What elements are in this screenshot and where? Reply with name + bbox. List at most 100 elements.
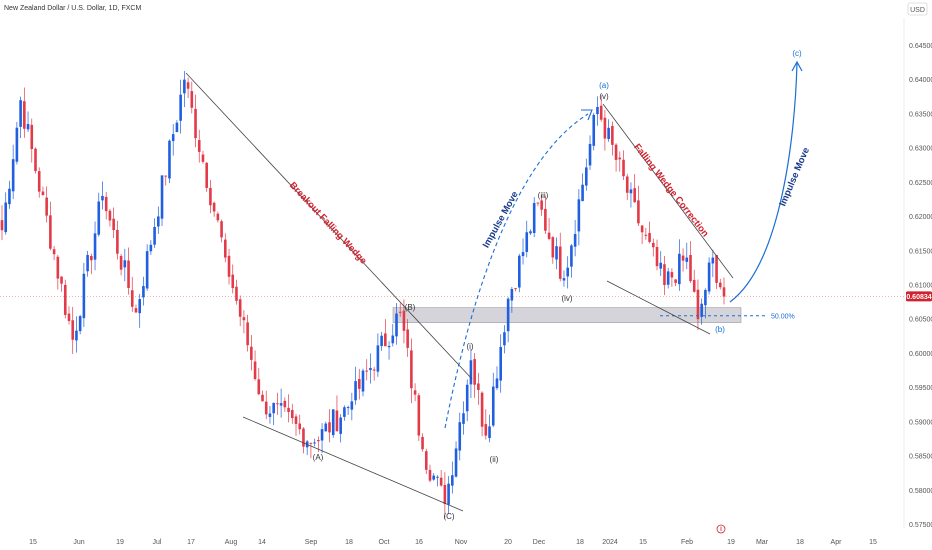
candle-body <box>49 215 52 249</box>
candle-body <box>436 476 439 478</box>
impulse-projection-solid[interactable] <box>729 62 798 303</box>
candle-body <box>279 403 283 406</box>
candle-body <box>235 286 238 301</box>
candle-body <box>86 254 89 272</box>
candle-body <box>685 257 689 262</box>
fib-50-label: 50.00% <box>771 313 795 320</box>
wave-label-iii: (iii) <box>538 191 549 200</box>
candle-body <box>707 262 711 292</box>
currency-button[interactable]: USD <box>907 2 928 16</box>
breakout-falling-wedge-label: Breakout Falling Wedge <box>287 180 369 267</box>
candle-body <box>562 278 566 281</box>
time-tick-label: 14 <box>258 539 266 546</box>
candle-body <box>391 335 395 344</box>
time-tick-label: 2024 <box>602 539 618 546</box>
time-tick-label: Aug <box>225 539 238 546</box>
candle-body <box>529 231 532 234</box>
candle-body <box>257 379 261 395</box>
candle-body <box>186 82 190 89</box>
candle-body <box>495 378 499 389</box>
wave-label-b: (b) <box>715 325 725 334</box>
candle-body <box>227 255 231 277</box>
candle-body <box>689 254 692 282</box>
candle-body <box>4 202 8 233</box>
candle-body <box>134 308 138 313</box>
candle-body <box>640 225 644 233</box>
candle-body <box>432 475 436 480</box>
candle-body <box>473 359 476 385</box>
candle-body <box>26 124 30 130</box>
candle-body <box>60 276 63 284</box>
candle-body <box>357 378 361 389</box>
candle-body <box>514 288 517 290</box>
candle-body <box>142 286 145 298</box>
candle-body <box>264 401 268 415</box>
candle-body <box>439 477 443 486</box>
supply-demand-zone[interactable] <box>392 307 742 323</box>
candle-body <box>246 322 249 346</box>
candle-body <box>212 202 216 212</box>
candle-body <box>175 122 179 133</box>
candle-body <box>573 233 577 247</box>
candle-body <box>365 370 369 372</box>
candle-body <box>8 188 11 205</box>
correction-lower-trendline[interactable] <box>606 280 711 335</box>
candle-body <box>454 448 458 477</box>
wedge-upper-trendline[interactable] <box>185 72 473 380</box>
candle-body <box>298 423 302 430</box>
impulse-arrowhead-2 <box>791 60 803 72</box>
candle-body <box>663 264 666 285</box>
candle-body <box>659 262 663 269</box>
price-tick-label: 0.62000 <box>909 214 932 221</box>
candle-body <box>614 144 618 160</box>
candle-body <box>317 439 320 442</box>
candle-body <box>678 253 681 285</box>
price-tick-label: 0.64000 <box>909 77 932 84</box>
candle-body <box>108 210 112 221</box>
price-tick-label: 0.60500 <box>909 317 932 324</box>
candle-body <box>566 267 569 277</box>
candle-body <box>104 196 108 212</box>
time-tick-label: 18 <box>576 539 584 546</box>
candle-body <box>123 260 127 268</box>
wave-label-B: (B) <box>405 303 416 312</box>
event-marker-icon[interactable] <box>716 524 726 534</box>
candle-body <box>335 410 339 432</box>
candle-body <box>372 369 376 371</box>
candle-body <box>145 251 149 289</box>
candle-body <box>52 249 56 255</box>
impulse-projection-dashed[interactable] <box>444 113 589 429</box>
candle-body <box>331 409 335 436</box>
time-tick-label: Feb <box>681 539 693 546</box>
candle-body <box>447 483 450 505</box>
correction-upper-trendline[interactable] <box>602 103 734 279</box>
candle-body <box>376 345 380 372</box>
chart-title: New Zealand Dollar / U.S. Dollar, 1D, FX… <box>4 5 141 12</box>
time-axis[interactable]: 15 Jun 19 Jul 17 Aug 14 Sep 18 Oct 16 Nov 20 Dec 18 202… <box>29 539 877 546</box>
candle-body <box>309 442 313 444</box>
candle-body <box>428 469 432 481</box>
candle-body <box>168 140 171 179</box>
candle-body <box>484 424 488 436</box>
candle-body <box>112 218 115 231</box>
candle-body <box>242 317 246 321</box>
candle-body <box>216 213 220 221</box>
candle-body <box>250 346 253 360</box>
candle-body <box>395 313 398 337</box>
candle-body <box>223 239 227 258</box>
candle-body <box>536 202 540 204</box>
price-axis[interactable]: 0.64500 0.64000 0.63500 0.63000 0.62500 0.620… <box>909 43 932 529</box>
candle-body <box>700 303 703 317</box>
time-tick-label: 17 <box>187 539 195 546</box>
candle-body <box>0 220 4 231</box>
time-tick-label: Oct <box>379 539 390 546</box>
wedge-lower-trendline[interactable] <box>242 416 464 512</box>
wave-label-i: (i) <box>466 342 473 351</box>
candle-body <box>272 402 275 414</box>
candle-body <box>63 284 67 315</box>
candle-body <box>179 94 182 121</box>
candle-body <box>253 361 257 380</box>
candle-body <box>715 255 718 283</box>
candle-body <box>596 106 599 115</box>
